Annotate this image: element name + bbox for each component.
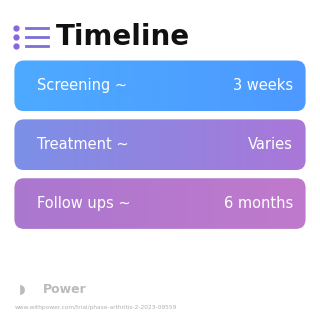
- FancyBboxPatch shape: [14, 60, 306, 111]
- Text: Power: Power: [43, 283, 87, 296]
- Text: 3 weeks: 3 weeks: [233, 78, 293, 93]
- FancyBboxPatch shape: [14, 178, 306, 229]
- Text: 6 months: 6 months: [224, 196, 293, 211]
- Text: Timeline: Timeline: [56, 23, 190, 51]
- Text: ◗: ◗: [19, 283, 26, 296]
- Text: Treatment ~: Treatment ~: [37, 137, 128, 152]
- Text: Screening ~: Screening ~: [37, 78, 127, 93]
- Text: Varies: Varies: [248, 137, 293, 152]
- Text: Follow ups ~: Follow ups ~: [37, 196, 131, 211]
- Text: www.withpower.com/trial/phase-arthritis-2-2023-09559: www.withpower.com/trial/phase-arthritis-…: [14, 305, 177, 310]
- FancyBboxPatch shape: [14, 119, 306, 170]
